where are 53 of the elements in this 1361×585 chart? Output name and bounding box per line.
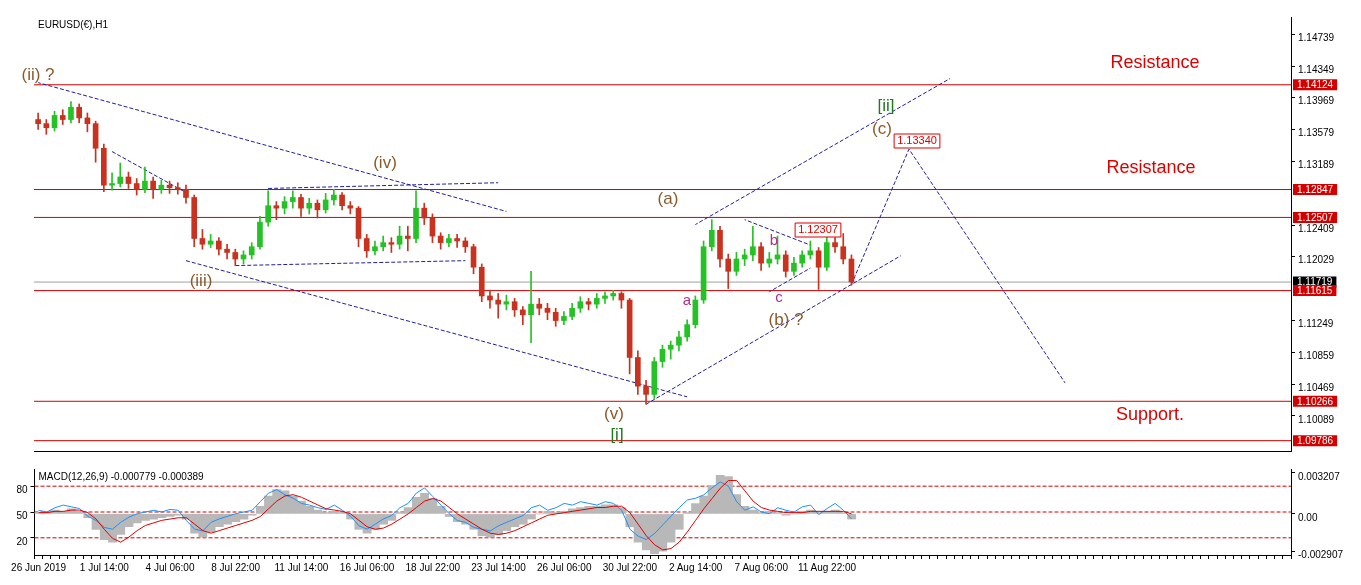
y-tick-label: 1.10859 — [1298, 350, 1335, 362]
annotation: [ii] — [877, 95, 895, 115]
annotation: 1.13340 — [897, 134, 937, 147]
x-tick-label: 2 Aug 14:00 — [668, 561, 723, 573]
annotation: (iii) — [189, 270, 213, 290]
annotation: Resistance — [1110, 51, 1200, 72]
y2-tick-label: 80 — [16, 483, 28, 495]
annotation: [i] — [610, 424, 624, 444]
ref-line-label: 1.12847 — [1297, 183, 1334, 195]
annotation: (c) — [872, 118, 892, 138]
y-tick-label: 1.10089 — [1298, 413, 1335, 425]
x-tick-label: 11 Jul 14:00 — [274, 561, 329, 573]
annotation: 1.12307 — [798, 223, 838, 236]
annotation: (a) — [657, 188, 679, 208]
x-tick-label: 16 Jul 06:00 — [339, 561, 395, 573]
chart-title: EURUSD(€),H1 — [38, 18, 109, 30]
annotation: (v) — [604, 403, 624, 423]
ref-line-label: 1.09786 — [1297, 434, 1334, 446]
x-tick-label: 11 Aug 22:00 — [797, 561, 857, 573]
y-tick-label: -0.002907 — [1298, 548, 1344, 560]
y2-tick-label: 20 — [16, 535, 28, 547]
x-tick-label: 18 Jul 22:00 — [405, 561, 461, 573]
y-tick-label: 1.14739 — [1298, 32, 1335, 44]
y-tick-label: 1.10469 — [1298, 382, 1335, 394]
x-tick-label: 30 Jul 22:00 — [602, 561, 658, 573]
y-tick-label: 1.11249 — [1298, 318, 1334, 330]
annotation: (iv) — [373, 152, 397, 172]
annotation: c — [775, 288, 784, 306]
annotation: (b) ? — [768, 309, 804, 329]
chart-title: MACD(12,26,9) -0.000779 -0.000389 — [38, 470, 205, 482]
y-tick-label: 0.00 — [1298, 511, 1318, 523]
ref-line-label: 1.14124 — [1297, 79, 1334, 91]
ref-line-label: 1.10266 — [1297, 395, 1334, 407]
y-tick-label: 0.003207 — [1298, 470, 1341, 482]
annotation: a — [682, 291, 692, 309]
x-tick-label: 23 Jul 14:00 — [471, 561, 527, 573]
y2-tick-label: 50 — [16, 509, 28, 521]
annotation: Support. — [1115, 403, 1185, 424]
y-tick-label: 1.14349 — [1298, 64, 1335, 76]
y-tick-label: 1.13579 — [1298, 127, 1335, 139]
x-tick-label: 7 Aug 06:00 — [734, 561, 789, 573]
y-tick-label: 1.12029 — [1298, 254, 1335, 266]
annotation: (ii) ? — [21, 64, 55, 84]
ref-line-label: 1.12507 — [1297, 211, 1334, 223]
y-tick-label: 1.13189 — [1298, 159, 1335, 171]
x-tick-label: 4 Jul 06:00 — [145, 561, 195, 573]
x-tick-label: 26 Jul 06:00 — [536, 561, 592, 573]
y-tick-label: 1.12409 — [1298, 223, 1335, 235]
x-tick-label: 8 Jul 22:00 — [211, 561, 261, 573]
y-tick-label: 1.13969 — [1298, 95, 1335, 107]
x-tick-label: 1 Jul 14:00 — [79, 561, 130, 573]
annotation: Resistance — [1106, 156, 1196, 177]
x-tick-label: 26 Jun 2019 — [11, 561, 67, 573]
